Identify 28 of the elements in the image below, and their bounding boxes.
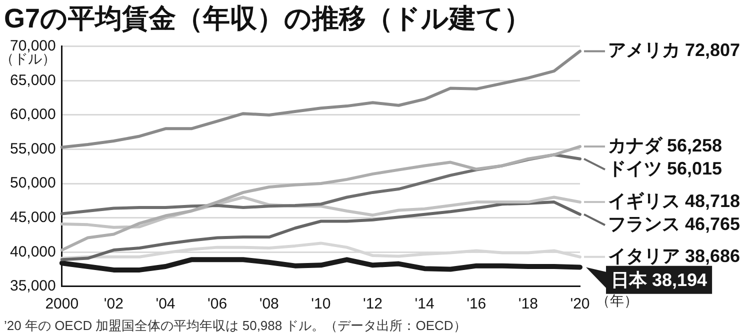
x-axis-title: （年） bbox=[596, 292, 638, 308]
legend-label: アメリカ 72,807 bbox=[608, 40, 740, 60]
x-tick-label: '18 bbox=[518, 296, 538, 313]
y-tick-label: 55,000 bbox=[10, 140, 56, 158]
y-tick-label: 35,000 bbox=[10, 278, 56, 295]
x-tick-label: '20 bbox=[570, 296, 590, 313]
x-tick-label: '02 bbox=[104, 296, 124, 313]
y-tick-label: 65,000 bbox=[10, 72, 56, 89]
x-tick-label: '12 bbox=[362, 296, 383, 313]
text: ’20 年の OECD 加盟国全体の平均年収は 50,988 ドル。（データ出所：OECD） bbox=[4, 318, 466, 333]
x-tick-label: 2000 bbox=[45, 296, 79, 313]
legend-label: カナダ 56,258 bbox=[608, 135, 722, 156]
legend-label: イギリス 48,718 bbox=[608, 191, 740, 212]
legend-label: フランス 46,765 bbox=[608, 214, 740, 234]
x-tick-label: '10 bbox=[311, 296, 331, 313]
x-tick-label: '16 bbox=[466, 296, 486, 313]
x-tick-label: '06 bbox=[208, 296, 228, 313]
x-tick-label: '08 bbox=[259, 296, 279, 313]
y-tick-label: 50,000 bbox=[10, 174, 56, 192]
y-tick-label: 40,000 bbox=[10, 243, 56, 260]
x-tick-label: '14 bbox=[414, 296, 434, 313]
y-tick-label: 60,000 bbox=[10, 106, 56, 124]
legend-label: 日本 38,194 bbox=[611, 270, 708, 290]
legend-label: イタリア 38,686 bbox=[608, 246, 740, 266]
x-tick-label: '04 bbox=[156, 296, 176, 313]
legend-label: ドイツ 56,015 bbox=[608, 158, 722, 178]
y-tick-label: 45,000 bbox=[10, 208, 56, 226]
chart-title: G7の平均賃金（年収）の推移（ドル建て） bbox=[4, 4, 532, 34]
